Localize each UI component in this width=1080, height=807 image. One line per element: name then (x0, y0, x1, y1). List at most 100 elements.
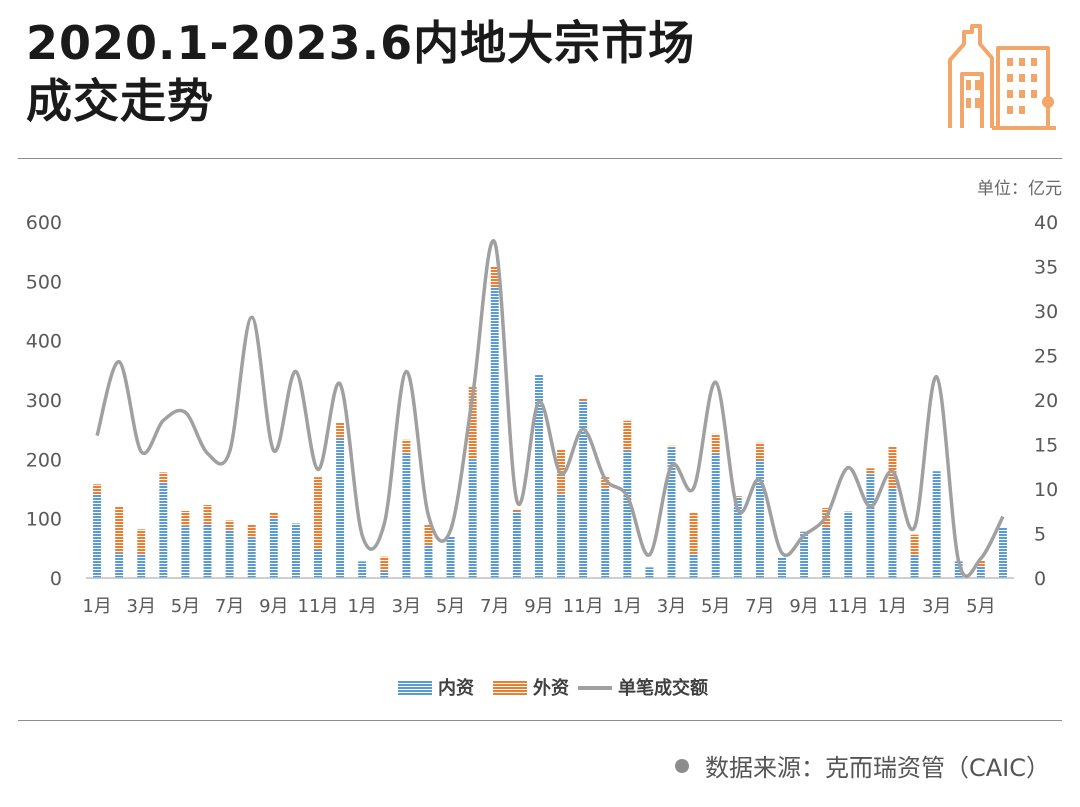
bar-domestic (336, 438, 345, 578)
chart: 0 100 200 300 400 500 600 0 5 10 15 20 25 30 35 40 1月 3月 5… (26, 212, 1058, 699)
y-right-tick-label: 20 (1034, 390, 1058, 412)
bar-domestic (910, 555, 919, 578)
y-left-tick-label: 200 (26, 449, 62, 471)
bar-foreign (579, 398, 588, 402)
bullet-dot (674, 758, 689, 773)
legend-swatch-foreign (493, 681, 527, 695)
bar-foreign (115, 506, 124, 554)
bar-foreign (490, 266, 499, 288)
y-left-tick-label: 500 (26, 271, 62, 293)
x-tick-label: 3月 (127, 596, 156, 617)
legend-label-domestic: 内资 (438, 677, 474, 699)
bar-domestic (711, 453, 720, 578)
x-tick-label: 1月 (347, 596, 376, 617)
y-right-tick-label: 10 (1034, 479, 1058, 501)
x-tick-label: 5月 (171, 596, 200, 617)
bar-foreign (336, 422, 345, 439)
y-right-tick-label: 5 (1034, 524, 1046, 546)
bar-domestic (203, 524, 212, 578)
y-right-tick-label: 40 (1034, 212, 1058, 234)
bar-foreign (689, 512, 698, 555)
x-tick-label: 7月 (215, 596, 244, 617)
x-tick-label: 5月 (701, 596, 730, 617)
page-title: 2020.1-2023.6内地大宗市场 成交走势 (26, 14, 886, 130)
bar-foreign (159, 472, 168, 484)
bar-foreign (468, 386, 477, 460)
bar-domestic (137, 554, 146, 578)
bar-domestic (976, 566, 985, 578)
bar-domestic (291, 523, 300, 578)
x-tick-label: 11月 (298, 596, 339, 617)
bar-domestic (358, 561, 367, 578)
bar-foreign (269, 512, 278, 519)
bar-domestic (645, 567, 654, 578)
y-right-tick-label: 25 (1034, 346, 1058, 368)
bar-foreign (888, 446, 897, 489)
bar-domestic (512, 511, 521, 578)
bar-domestic (932, 471, 941, 578)
bar-foreign (601, 477, 610, 488)
x-tick-label: 11月 (563, 596, 604, 617)
top-divider (18, 158, 1062, 159)
bar-foreign (402, 439, 411, 454)
source-text: 数据来源：克而瑞资管（CAIC） (704, 754, 1050, 782)
bar-domestic (247, 537, 256, 578)
x-tick-label: 1月 (613, 596, 642, 617)
bar-domestic (181, 525, 190, 578)
x-tick-label: 7月 (480, 596, 509, 617)
bar-foreign (910, 534, 919, 556)
x-tick-label: 3月 (392, 596, 421, 617)
bar-domestic (424, 545, 433, 578)
bar-domestic (269, 518, 278, 578)
y-right-tick-label: 15 (1034, 435, 1058, 457)
x-tick-label: 5月 (436, 596, 465, 617)
bar-foreign (755, 442, 764, 461)
bar-domestic (490, 287, 499, 578)
bar-domestic (755, 460, 764, 578)
bar-foreign (380, 556, 389, 571)
x-tick-label: 11月 (828, 596, 869, 617)
legend-label-line: 单笔成交额 (618, 677, 708, 699)
legend-label-foreign: 外资 (533, 677, 569, 699)
bar-domestic (159, 483, 168, 578)
bar-domestic (954, 561, 963, 578)
x-tick-label: 9月 (524, 596, 553, 617)
bar-domestic (844, 511, 853, 578)
bar-domestic (800, 531, 809, 578)
bar-domestic (822, 527, 831, 578)
city-buildings-icon (948, 24, 1056, 130)
bar-foreign (711, 433, 720, 454)
y-right-tick-label: 35 (1034, 257, 1058, 279)
x-tick-label: 9月 (789, 596, 818, 617)
x-tick-label: 1月 (82, 596, 111, 617)
bottom-divider (18, 720, 1062, 721)
bar-domestic (733, 497, 742, 578)
x-tick-label: 9月 (259, 596, 288, 617)
bar-foreign (314, 477, 322, 550)
bar-domestic (866, 474, 875, 578)
y-left-tick-label: 600 (26, 212, 62, 234)
x-tick-label: 3月 (922, 596, 951, 617)
bar-foreign (181, 510, 190, 526)
bar-foreign (247, 524, 256, 538)
title-line-2: 成交走势 (26, 74, 214, 128)
x-tick-label: 5月 (966, 596, 995, 617)
bar-foreign (93, 484, 102, 495)
x-tick-label: 7月 (745, 596, 774, 617)
bar-foreign (424, 524, 433, 546)
bar-domestic (689, 554, 698, 578)
bar-foreign (866, 468, 875, 475)
bar-foreign (512, 509, 521, 512)
unit-label: 单位：亿元 (977, 179, 1062, 199)
bar-domestic (667, 447, 676, 578)
y-left-tick-label: 300 (26, 390, 62, 412)
y-left-tick-label: 100 (26, 509, 62, 531)
bar-domestic (446, 536, 455, 578)
bar-domestic (115, 553, 124, 578)
bar-domestic (888, 489, 897, 578)
bar-domestic (534, 375, 543, 578)
bar-domestic (579, 401, 588, 578)
y-right-tick-label: 30 (1034, 301, 1058, 323)
x-tick-label: 3月 (657, 596, 686, 617)
bar-domestic (998, 527, 1007, 578)
